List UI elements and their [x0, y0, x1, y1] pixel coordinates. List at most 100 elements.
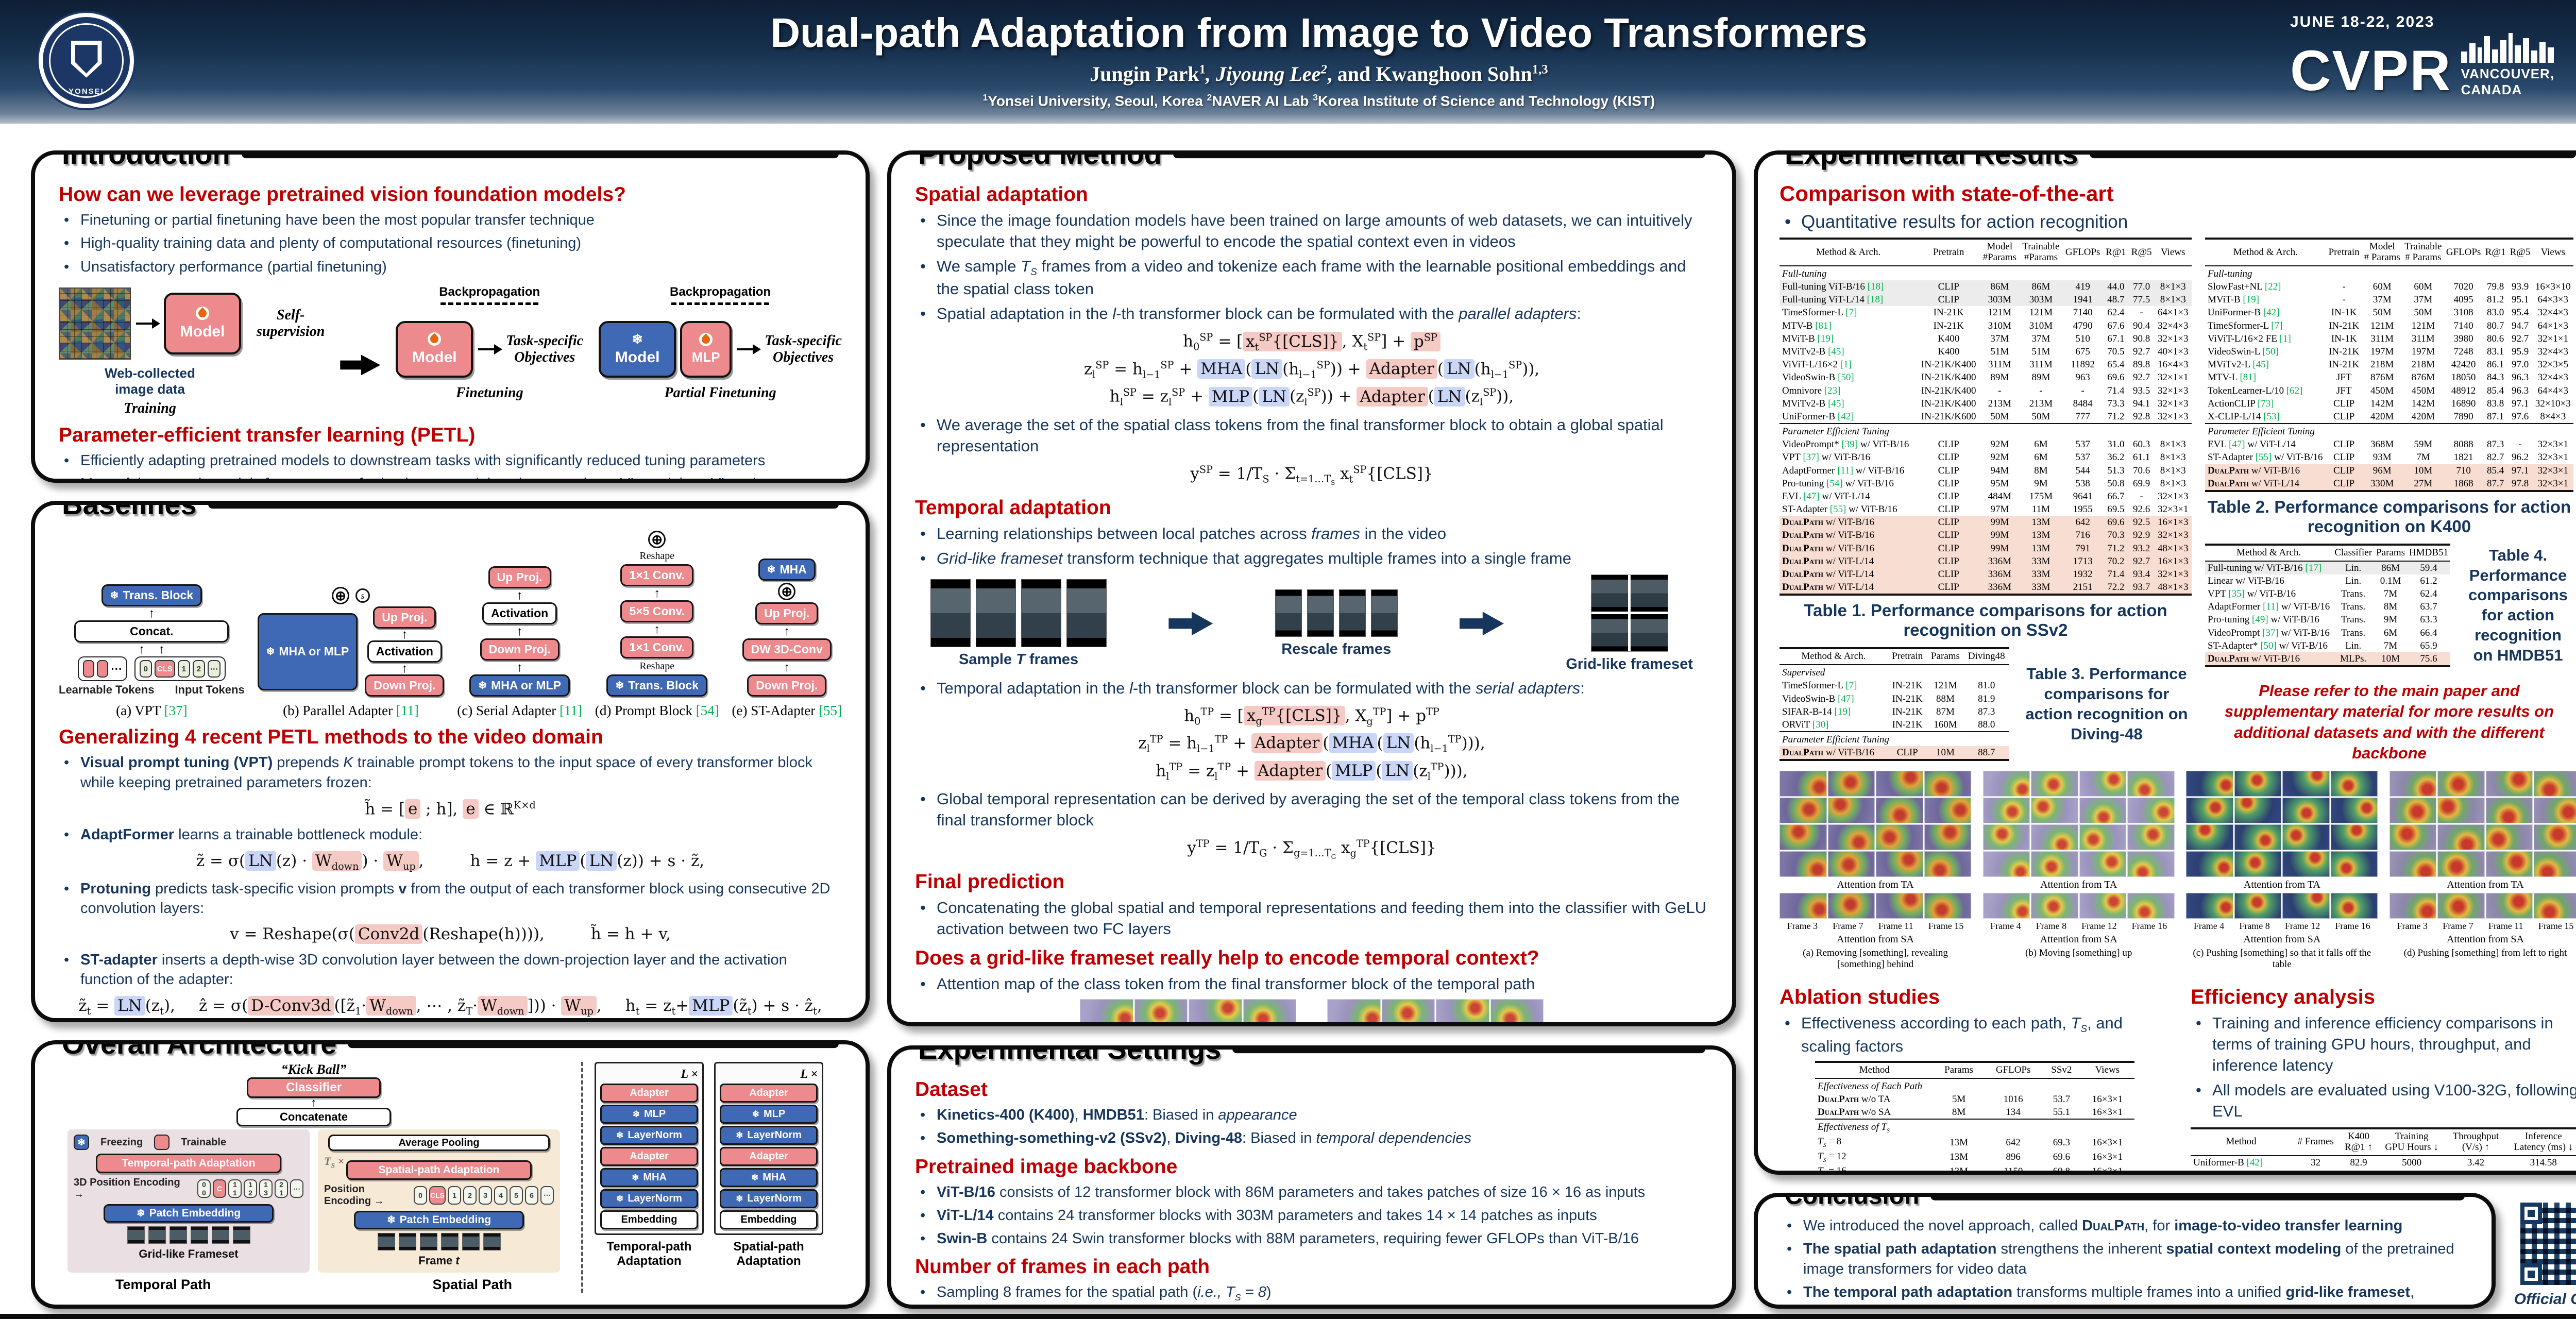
arrow-icon — [478, 344, 503, 354]
header: YONSEI Dual-path Adaptation from Image t… — [0, 0, 2576, 124]
section-title: Baselines — [56, 505, 208, 521]
frame-labels: Frame 3 Frame 7 Frame 11 Frame 15 — [1780, 921, 1971, 932]
parallel-adapter-diagram: ⊕ s ❄ MHA or MLP Up Proj. ↑ Activation ↑ D… — [257, 587, 445, 719]
stadapter-formulas: z̃t = LN (zt), ẑ = σ(D-Conv3d ([z̃1· Wdown, … — [59, 993, 842, 1018]
average-pooling-block: Average Pooling — [328, 1135, 550, 1152]
table-row: Linear w/ ViT-B/16 Lin. 0.1M 61.2 — [2208, 575, 2437, 586]
spatial-bullets: Since the image foundation models have b… — [915, 210, 1708, 325]
embedding-block: Embedding — [720, 1210, 818, 1229]
plus-circle-icon: ⊕ — [648, 531, 666, 548]
poster-title: Dual-path Adaptation from Image to Video… — [770, 10, 1868, 56]
attention-cell — [1924, 824, 1971, 851]
section-rule — [208, 505, 839, 509]
arrow-up-icon: ↑ — [516, 624, 523, 638]
temporal-bullet: Learning relationships between local pat… — [915, 523, 1708, 545]
adaptation-detail: L × Adapter ❄ MLP ❄ LayerNorm Adapter ❄ MHA… — [581, 1062, 842, 1293]
attention-cell — [1780, 851, 1827, 877]
conv1x1-block: 1×1 Conv. — [620, 564, 694, 586]
frameset-figure: Sample T frames Rescale frames Grid-like… — [930, 574, 1693, 673]
column-header: Pretrain — [2326, 239, 2362, 266]
efficiency-bullet: Training and inference efficiency compar… — [2191, 1013, 2576, 1076]
column-header: R@1 — [2103, 239, 2129, 266]
table3-caption: Table 3. Performance comparisons for act… — [2025, 665, 2188, 743]
mlp-block-trainable: MLP — [680, 320, 732, 378]
attention-cell — [2389, 893, 2437, 919]
formula: hlSP = zlSP + MLP(LN (zlSP)) + Adapter(LN… — [1109, 386, 1514, 408]
attention-cell — [1134, 999, 1188, 1022]
caption-parallel: (b) Parallel Adapter [11] — [283, 703, 419, 719]
plus-circle-icon: ⊕ — [332, 587, 349, 604]
column-header: Trainable # Params — [2402, 239, 2444, 266]
table-row: VideoPrompt* [39] w/ ViT-B/16 CLIP 92M 6M 53… — [1782, 439, 2186, 450]
mha-block: ❄ MHA — [758, 559, 816, 581]
section-rule — [348, 1044, 839, 1049]
dataset-bullet: Something-something-v2 (SSv2), Diving-48… — [915, 1128, 1708, 1148]
arrow-up-icon: ↑ — [516, 661, 523, 675]
dashed-line — [440, 302, 539, 305]
learnable-tokens: ⋯ — [77, 656, 127, 682]
backbone-bullets: ViT-B/16 consists of 12 transformer bloc… — [915, 1182, 1708, 1249]
snowflake-icon: ❄ — [767, 564, 776, 576]
table-row: MViTv2-B [45] IN-21K/K400 213M 213M 8484 73.3… — [1782, 398, 2189, 409]
attention-group-d: Attention from TA Frame 3 Frame 7 Frame 11… — [2389, 771, 2576, 970]
column-header: Classifier — [2332, 544, 2375, 562]
backbone-heading: Pretrained image backbone — [915, 1155, 1178, 1178]
attention-cell — [2127, 851, 2175, 877]
petl-item-text: ST-adapter inserts a depth-wise 3D convo… — [59, 950, 842, 990]
frames-bullets: Sampling 8 frames for the spatial path (… — [915, 1282, 1708, 1305]
attention-cell — [2127, 771, 2175, 797]
ablation-column: Ablation studies Effectiveness according… — [1780, 978, 2170, 1171]
sa-label: Attention from SA — [2243, 934, 2321, 945]
table-row: SIFAR-B-14 [19] IN-21K 87M 87.3 — [1782, 706, 1995, 717]
formula: h̃ = [e ; h], e ∈ ℝK×d — [365, 799, 536, 819]
token-pill: 4 — [494, 1186, 507, 1205]
attention-cell — [2234, 893, 2282, 919]
conference-name: CVPR — [2290, 39, 2452, 103]
attention-cell — [2186, 893, 2233, 919]
table-row: MTV-L [81] JFT 876M 876M 18050 84.3 96.3 32×4×3 — [2208, 372, 2568, 383]
attention-cell — [1327, 999, 1381, 1022]
activation-block: Activation — [367, 640, 442, 663]
conclusion-bullet: The spatial path adaptation strengthens … — [1782, 1239, 2468, 1279]
partial-finetuning-label: Partial Finetuning — [664, 384, 776, 401]
sa-attention-row — [1982, 893, 2175, 919]
serial-adapter-diagram: Up Proj. ↑ Activation ↑ Down Proj. ↑ ❄ MH… — [457, 566, 582, 719]
formula: z̃t = LN (zt), — [78, 995, 175, 1017]
concatenate-block: Concatenate — [236, 1108, 391, 1127]
yonsei-label: YONSEI — [69, 87, 104, 96]
table-row: DualPath w/o SA 8M 134 55.1 16×3×1 — [1818, 1107, 2123, 1118]
column-header: Method & Arch. — [1780, 239, 1918, 266]
attention-cell — [2330, 893, 2378, 919]
table-row: Effectiveness of TS — [1815, 1119, 2134, 1136]
table-row: UniFormer-B [42] IN-21K/K600 50M 50M 777 71.2… — [1782, 411, 2189, 422]
frame-label: Frame 15 — [2538, 921, 2574, 932]
attention-cell — [2234, 824, 2282, 851]
token-pill: 2 — [463, 1186, 477, 1205]
table-row: Pro-tuning [49] w/ ViT-B/16 Trans. 9M 63.3 — [2208, 614, 2437, 625]
sample-frames-label: Sample T frames — [958, 651, 1079, 668]
table-row: DualPath w/ ViT-B/16 CLIP 99M 13M 791 71.2 93.… — [1780, 542, 2192, 555]
sampled-frames — [930, 579, 1107, 647]
section-rule — [1930, 1197, 2465, 1200]
table-row: Uniformer-B [42] 32 82.9 5000 3.42 314.58 — [2193, 1157, 2557, 1168]
attention-cell — [2437, 771, 2485, 797]
table-efficiency: Method # Frames K400 R@1 ↑ Training GPU Hours… — [2191, 1127, 2576, 1171]
attention-cell — [2485, 798, 2533, 824]
column-header: Method & Arch. — [1780, 648, 1888, 666]
layernorm-block: ❄ LayerNorm — [720, 1189, 818, 1208]
table-row: Full-tuning — [2205, 265, 2573, 281]
arrow-up-icon: ↑ — [784, 624, 790, 638]
table-row: VPT [37] w/ ViT-B/16 CLIP 92M 6M 537 36.2 61.1… — [1782, 452, 2186, 463]
model-block-frozen: ❄ Model — [599, 320, 676, 378]
caption-prompt: (d) Prompt Block [54] — [595, 703, 719, 719]
attention-cell — [1924, 771, 1971, 797]
ta-label: Attention from TA — [1837, 879, 1914, 891]
attention-cell — [2127, 798, 2175, 824]
freeze-chip: ❄ — [74, 1135, 89, 1151]
attention-map-wo-ta — [1080, 999, 1296, 1022]
snowflake-icon: ❄ — [386, 1214, 396, 1226]
attention-cell — [1924, 798, 1971, 824]
attention-cell — [2282, 893, 2330, 919]
attention-cell — [2389, 771, 2437, 797]
attention-cell — [2234, 798, 2282, 824]
